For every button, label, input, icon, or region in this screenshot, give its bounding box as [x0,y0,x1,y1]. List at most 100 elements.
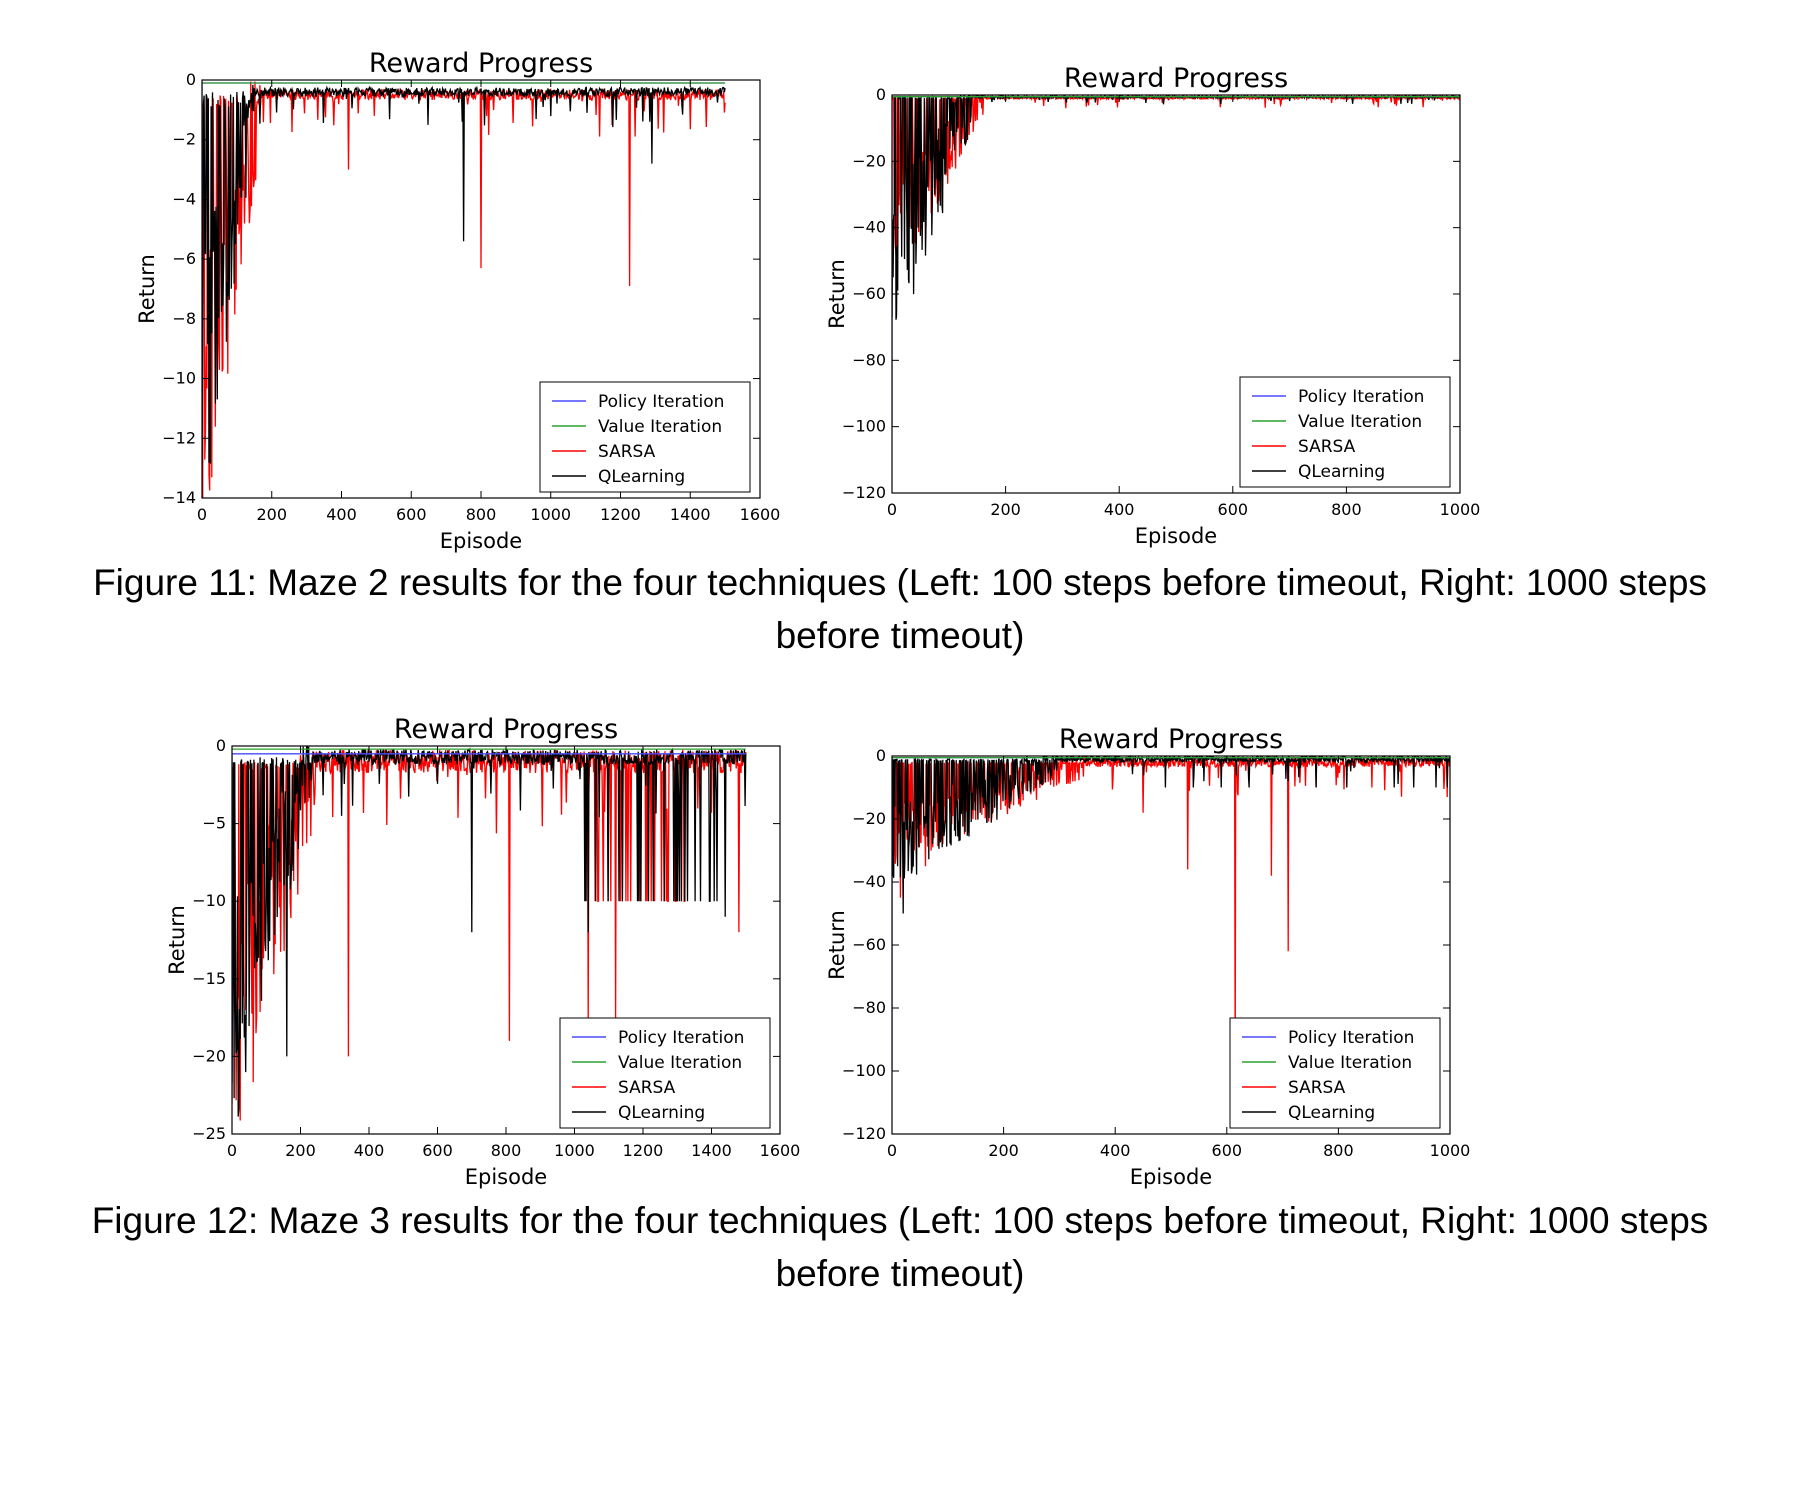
x-tick-label: 200 [990,500,1021,519]
y-axis-label: Return [825,259,849,329]
legend-label: Policy Iteration [598,392,724,412]
caption-figure-12-text: Maze 3 results for the four techniques (… [268,1200,1709,1294]
y-tick-label: 0 [876,85,886,104]
y-tick-label: −10 [162,369,196,388]
legend-label: QLearning [1298,462,1385,482]
y-tick-label: −20 [852,151,886,170]
x-tick-label: 600 [396,505,427,524]
y-axis-label: Return [825,910,849,980]
caption-figure-11-text: Maze 2 results for the four techniques (… [267,562,1707,656]
chart-maze3-100-steps: Reward Progress 0 200 400 600 800 1000 1200 1400… [160,706,800,1196]
chart-maze3-1000-steps: Reward Progress 0 200 400 600 800 1000 0 −20 −40 −… [820,716,1470,1196]
x-tick-label: 600 [1218,500,1249,519]
y-tick-label: −20 [192,1046,226,1065]
x-axis-label: Episode [1135,524,1217,548]
chart-title: Reward Progress [1059,724,1283,755]
y-tick-label: −8 [172,309,196,328]
x-axis-label: Episode [1130,1165,1212,1189]
legend-label: SARSA [1298,437,1356,457]
x-tick-label: 400 [1100,1141,1131,1160]
y-tick-label: −80 [852,350,886,369]
legend: Policy Iteration Value Iteration SARSA QLea… [539,381,751,493]
y-tick-label: −80 [852,998,886,1017]
series-line-qlearning [892,95,1460,320]
y-tick-label: −12 [162,428,196,447]
x-tick-label: 400 [354,1141,385,1160]
y-tick-label: −120 [842,1124,886,1143]
chart-svg: Reward Progress 0 200 400 600 800 1000 0 −20 −40 −… [825,724,1471,1189]
x-axis-label: Episode [440,529,522,553]
legend-label: Policy Iteration [1288,1028,1414,1048]
x-tick-label: 200 [285,1141,316,1160]
caption-figure-12-title: Figure 12: [91,1200,259,1241]
legend-label: Policy Iteration [1298,387,1424,407]
legend-label: Policy Iteration [618,1028,744,1048]
x-axis-label: Episode [465,1165,547,1189]
x-tick-label: 800 [466,505,497,524]
x-tick-label: 0 [887,500,897,519]
x-tick-label: 0 [197,505,207,524]
y-tick-label: −40 [852,872,886,891]
y-tick-label: 0 [216,736,226,755]
x-tick-label: 800 [1323,1141,1354,1160]
legend-label: QLearning [598,467,685,487]
y-tick-label: 0 [186,70,196,89]
y-tick-label: −40 [852,218,886,237]
x-tick-label: 200 [256,505,287,524]
chart-maze2-1000-steps: Reward Progress 0 200 400 600 800 1000 0 −20 −40 −… [820,55,1480,555]
x-tick-label: 1000 [1430,1141,1471,1160]
x-tick-label: 1000 [554,1141,595,1160]
legend-label: SARSA [1288,1078,1346,1098]
x-tick-label: 0 [227,1141,237,1160]
y-tick-label: −15 [192,969,226,988]
x-tick-label: 200 [988,1141,1019,1160]
y-axis-label: Return [165,905,189,975]
x-tick-label: 1000 [530,505,571,524]
x-tick-label: 1600 [740,505,781,524]
legend-label: QLearning [1288,1103,1375,1123]
x-tick-label: 400 [1104,500,1135,519]
legend: Policy Iteration Value Iteration SARSA QLea… [559,1017,771,1129]
x-tick-label: 1000 [1440,500,1481,519]
chart-svg: Reward Progress 0 200 400 600 800 1000 1200 1400… [135,48,781,553]
y-tick-label: −10 [192,891,226,910]
legend: Policy Iteration Value Iteration SARSA QLea… [1239,376,1451,488]
x-tick-label: 1400 [670,505,711,524]
legend: Policy Iteration Value Iteration SARSA QLea… [1229,1017,1441,1129]
series-line-qlearning [892,756,1450,914]
legend-label: Value Iteration [618,1053,742,1073]
series-line-qlearning [232,746,747,1117]
y-axis-label: Return [135,254,159,324]
legend-label: SARSA [618,1078,676,1098]
y-tick-label: −14 [162,488,196,507]
x-tick-label: 800 [491,1141,522,1160]
series-line-qlearning [202,84,726,465]
x-tick-label: 800 [1331,500,1362,519]
y-tick-label: −6 [172,249,196,268]
y-tick-label: 0 [876,746,886,765]
x-tick-label: 600 [1212,1141,1243,1160]
x-tick-label: 1600 [760,1141,801,1160]
x-tick-label: 1200 [623,1141,664,1160]
chart-svg: Reward Progress 0 200 400 600 800 1000 0 −20 −40 −… [825,63,1481,548]
series-line-sarsa [892,95,1460,255]
chart-title: Reward Progress [394,714,618,745]
x-tick-label: 1400 [691,1141,732,1160]
legend-label: QLearning [618,1103,705,1123]
y-tick-label: −100 [842,1061,886,1080]
y-tick-label: −4 [172,189,196,208]
chart-title: Reward Progress [369,48,593,79]
chart-svg: Reward Progress 0 200 400 600 800 1000 1200 1400… [165,714,801,1189]
series-line-policy_iteration [232,753,746,1072]
y-tick-label: −100 [842,417,886,436]
y-tick-label: −60 [852,284,886,303]
y-tick-label: −20 [852,809,886,828]
x-tick-label: 1200 [600,505,641,524]
y-tick-label: −120 [842,483,886,502]
legend-label: Value Iteration [1298,412,1422,432]
x-tick-label: 400 [326,505,357,524]
legend-label: Value Iteration [1288,1053,1412,1073]
x-tick-label: 600 [422,1141,453,1160]
caption-figure-12: Figure 12: Maze 3 results for the four t… [60,1194,1740,1300]
x-tick-label: 0 [887,1141,897,1160]
